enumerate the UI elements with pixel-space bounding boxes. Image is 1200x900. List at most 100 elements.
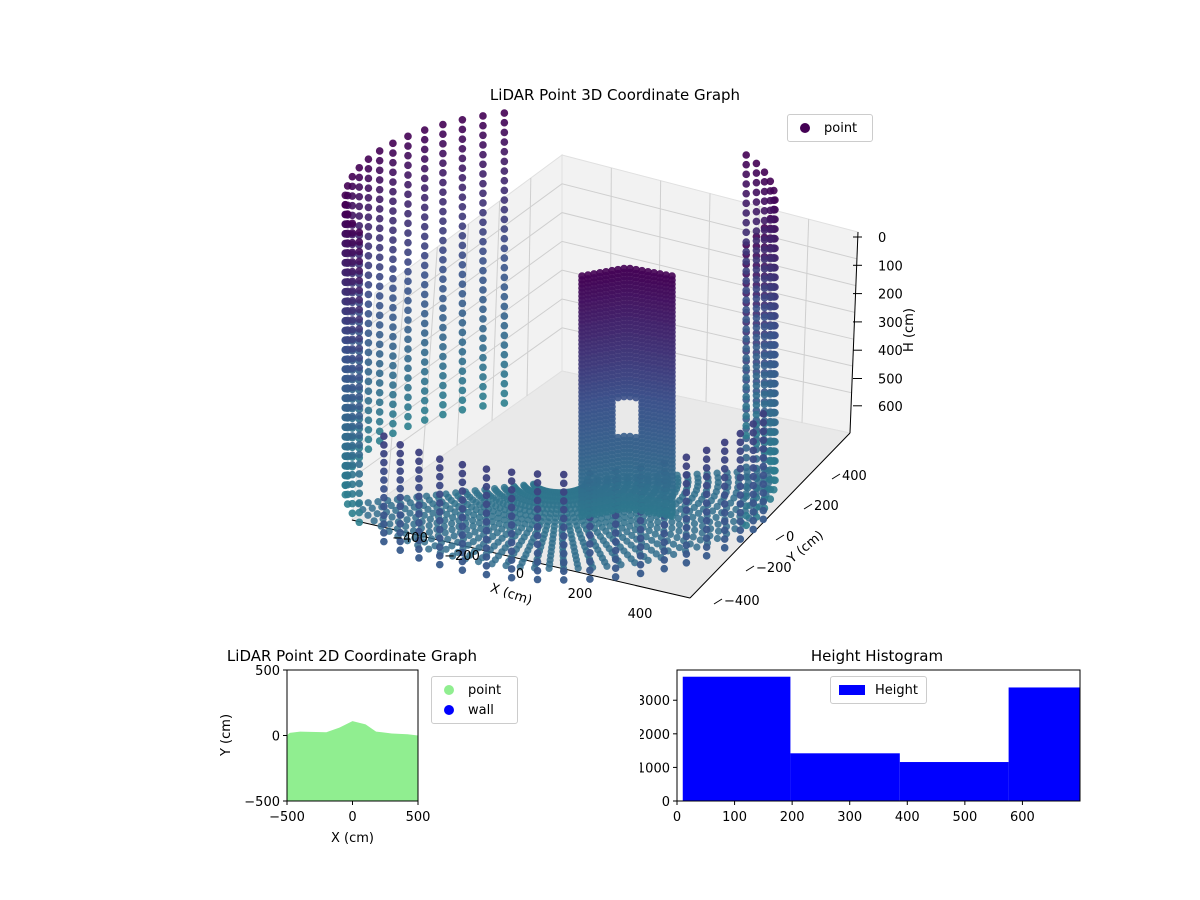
data-point bbox=[389, 149, 397, 157]
data-point bbox=[736, 517, 745, 526]
data-point bbox=[749, 420, 758, 428]
data-point bbox=[611, 520, 620, 529]
data-point bbox=[749, 525, 758, 534]
data-point bbox=[752, 207, 761, 216]
data-point bbox=[533, 549, 542, 557]
data-point bbox=[348, 441, 357, 450]
data-point bbox=[620, 392, 628, 401]
data-point bbox=[380, 493, 388, 502]
data-point bbox=[742, 228, 750, 237]
data-point bbox=[420, 261, 429, 270]
data-point bbox=[458, 566, 467, 574]
data-point bbox=[355, 286, 364, 295]
data-point bbox=[720, 508, 729, 517]
data-point bbox=[404, 374, 412, 382]
data-point bbox=[404, 345, 412, 353]
data-point bbox=[482, 509, 491, 517]
data-point bbox=[586, 522, 594, 531]
data-point bbox=[389, 158, 397, 167]
data-point bbox=[364, 281, 373, 289]
data-point bbox=[742, 444, 750, 452]
data-point bbox=[631, 559, 639, 567]
data-point bbox=[500, 273, 509, 282]
data-point bbox=[348, 432, 357, 440]
data-point bbox=[759, 445, 768, 453]
data-point bbox=[682, 471, 691, 479]
data-point bbox=[742, 315, 750, 324]
data-point bbox=[458, 531, 467, 539]
data-point bbox=[375, 321, 384, 329]
data-point bbox=[596, 509, 604, 517]
data-point bbox=[439, 246, 447, 254]
data-point bbox=[702, 499, 711, 507]
data-point bbox=[749, 490, 758, 499]
data-point bbox=[479, 402, 487, 410]
data-point bbox=[614, 393, 622, 402]
data-point bbox=[760, 216, 769, 225]
data-point bbox=[720, 526, 729, 535]
data-point bbox=[348, 354, 357, 363]
data-point bbox=[720, 456, 729, 464]
data-point bbox=[752, 275, 761, 284]
data-point bbox=[364, 511, 372, 519]
data-point bbox=[714, 520, 722, 528]
data-point bbox=[375, 369, 384, 378]
data-point bbox=[404, 132, 412, 141]
data-point bbox=[760, 381, 769, 389]
data-point bbox=[458, 469, 467, 478]
data-point bbox=[766, 322, 775, 331]
data-point bbox=[766, 187, 775, 195]
y-axis-line bbox=[689, 432, 851, 599]
data-point bbox=[435, 543, 444, 551]
data-point bbox=[632, 505, 640, 514]
data-point bbox=[458, 193, 467, 201]
data-point bbox=[348, 325, 357, 334]
data-point bbox=[482, 491, 491, 500]
data-point bbox=[636, 525, 645, 534]
data-point bbox=[396, 520, 405, 528]
data-point bbox=[479, 228, 487, 236]
data-point bbox=[488, 518, 496, 526]
data-point bbox=[702, 516, 711, 525]
data-point bbox=[458, 348, 467, 356]
data-point bbox=[760, 168, 769, 176]
data-point bbox=[759, 480, 768, 488]
data-point bbox=[373, 510, 381, 518]
data-point bbox=[458, 203, 467, 211]
y-tick-label: 0 bbox=[786, 530, 794, 545]
data-point bbox=[435, 499, 444, 507]
data-point bbox=[759, 453, 768, 462]
chart-2d-legend: point wall bbox=[431, 676, 518, 724]
data-point bbox=[389, 332, 397, 341]
y-tick bbox=[713, 598, 723, 605]
data-point bbox=[448, 519, 456, 528]
data-point bbox=[439, 304, 447, 312]
data-point bbox=[533, 575, 542, 584]
data-point bbox=[355, 412, 364, 420]
data-point bbox=[736, 473, 745, 482]
data-point bbox=[621, 513, 629, 521]
data-point bbox=[389, 410, 397, 418]
y-tick-label: −200 bbox=[756, 561, 792, 576]
data-point bbox=[766, 409, 775, 418]
data-point bbox=[752, 265, 761, 274]
data-point bbox=[458, 522, 467, 531]
data-point bbox=[389, 303, 397, 312]
data-point bbox=[364, 387, 373, 395]
data-point bbox=[420, 135, 429, 144]
data-point bbox=[348, 296, 357, 305]
data-point bbox=[404, 403, 412, 411]
data-point bbox=[375, 243, 384, 252]
legend-point-label: point bbox=[468, 682, 502, 698]
data-point bbox=[766, 196, 775, 205]
data-point bbox=[458, 125, 467, 134]
data-point bbox=[425, 521, 433, 530]
data-point bbox=[656, 510, 664, 518]
data-point bbox=[507, 477, 516, 485]
data-point bbox=[730, 517, 738, 526]
data-point bbox=[404, 316, 412, 324]
data-point bbox=[355, 383, 364, 391]
data-point bbox=[448, 542, 456, 550]
data-point bbox=[507, 547, 516, 556]
data-point bbox=[348, 345, 357, 353]
